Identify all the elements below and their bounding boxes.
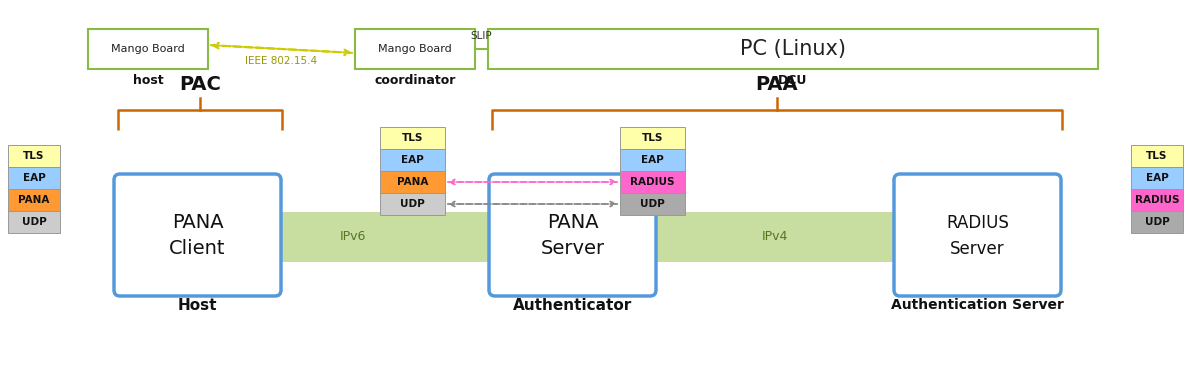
Text: host: host [132, 74, 163, 88]
Text: Authentication Server: Authentication Server [891, 298, 1064, 312]
Bar [1131, 189, 1183, 211]
Text: RADIUS: RADIUS [1135, 195, 1179, 205]
Text: Host: Host [177, 297, 217, 312]
FancyBboxPatch shape [894, 174, 1061, 296]
Bar [621, 127, 685, 149]
Text: TLS: TLS [642, 133, 663, 143]
Bar [8, 145, 60, 167]
Text: Client: Client [169, 239, 226, 258]
Text: RADIUS: RADIUS [630, 177, 675, 187]
Bar [1131, 211, 1183, 233]
Text: Server: Server [541, 239, 605, 258]
Text: Mango Board: Mango Board [111, 44, 185, 54]
Bar [488, 29, 1098, 69]
FancyBboxPatch shape [114, 174, 281, 296]
Bar [355, 29, 475, 69]
Bar [8, 211, 60, 233]
FancyBboxPatch shape [490, 174, 656, 296]
Text: PAA: PAA [755, 74, 798, 93]
Text: IPv4: IPv4 [762, 231, 788, 243]
Bar [380, 127, 445, 149]
Text: UDP: UDP [21, 217, 46, 227]
Bar [621, 193, 685, 215]
Text: IPv6: IPv6 [339, 231, 366, 243]
Bar [8, 167, 60, 189]
Text: RADIUS: RADIUS [946, 214, 1009, 232]
Text: Server: Server [950, 240, 1005, 258]
Text: Mango Board: Mango Board [378, 44, 451, 54]
Text: Authenticator: Authenticator [513, 297, 632, 312]
Text: EAP: EAP [641, 155, 663, 165]
Text: coordinator: coordinator [374, 74, 456, 88]
Text: IEEE 802.15.4: IEEE 802.15.4 [245, 56, 318, 66]
Text: UDP: UDP [640, 199, 665, 209]
Text: TLS: TLS [24, 151, 45, 161]
Text: PAC: PAC [179, 74, 222, 93]
Bar [1131, 145, 1183, 167]
Bar [216, 212, 490, 262]
Text: PANA: PANA [172, 214, 224, 233]
Text: SLIP: SLIP [470, 31, 492, 41]
Text: DCU: DCU [778, 74, 807, 88]
Bar [650, 212, 900, 262]
Text: PANA: PANA [18, 195, 50, 205]
Text: TLS: TLS [1146, 151, 1167, 161]
Bar [380, 149, 445, 171]
Text: PC (Linux): PC (Linux) [740, 39, 846, 59]
Bar [8, 189, 60, 211]
Text: EAP: EAP [401, 155, 424, 165]
Text: TLS: TLS [401, 133, 423, 143]
Bar [621, 171, 685, 193]
Bar [1131, 167, 1183, 189]
Text: EAP: EAP [1146, 173, 1168, 183]
Text: PANA: PANA [547, 214, 598, 233]
Text: EAP: EAP [23, 173, 45, 183]
Text: UDP: UDP [1145, 217, 1170, 227]
Bar [621, 149, 685, 171]
Text: PANA: PANA [397, 177, 429, 187]
Bar [380, 193, 445, 215]
Text: UDP: UDP [400, 199, 425, 209]
Bar [88, 29, 208, 69]
Bar [380, 171, 445, 193]
